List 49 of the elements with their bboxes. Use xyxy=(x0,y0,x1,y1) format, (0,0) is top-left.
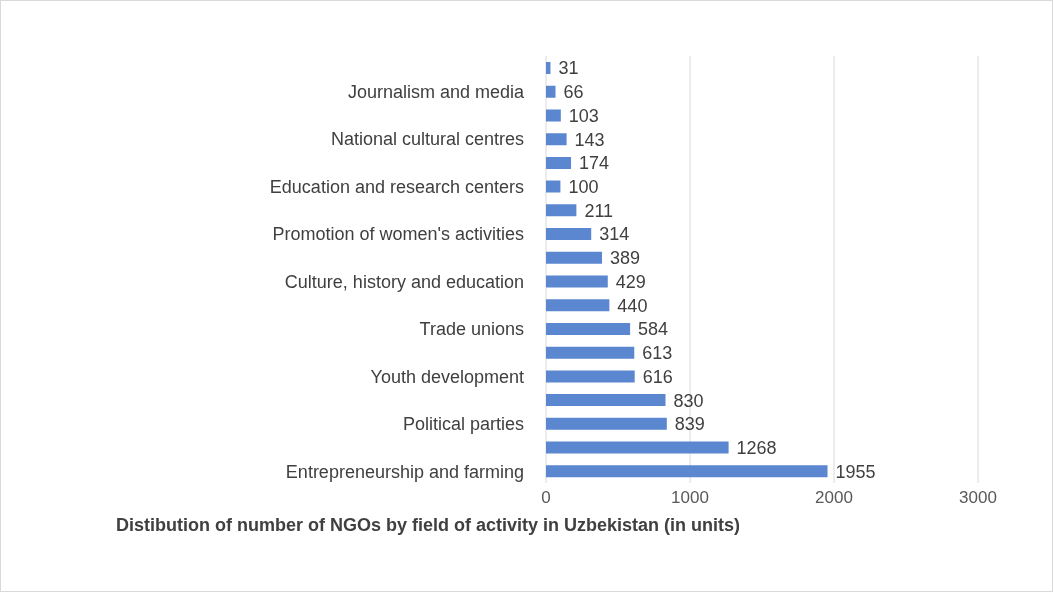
bar xyxy=(546,275,608,288)
bar xyxy=(546,133,567,146)
y-tick-label: Education and research centers xyxy=(269,176,524,197)
x-tick-label: 0 xyxy=(541,488,551,508)
bar xyxy=(546,394,666,407)
data-label: 616 xyxy=(642,366,673,387)
data-label: 584 xyxy=(638,319,669,340)
data-label: 174 xyxy=(579,153,610,174)
y-tick-label: Culture, history and education xyxy=(284,271,524,292)
y-tick-label: Political parties xyxy=(402,414,524,435)
data-label: 31 xyxy=(558,58,579,79)
bar xyxy=(546,228,592,241)
data-label: 66 xyxy=(563,82,584,103)
bar xyxy=(546,370,635,383)
bar xyxy=(546,156,572,169)
bar xyxy=(546,465,828,478)
data-label: 830 xyxy=(673,390,704,411)
x-tick-label: 3000 xyxy=(959,488,997,508)
x-tick-label: 1000 xyxy=(671,488,709,508)
data-label: 100 xyxy=(568,177,599,197)
bar xyxy=(546,109,561,122)
bar xyxy=(546,322,631,335)
data-label: 1955 xyxy=(835,461,876,482)
data-label: 613 xyxy=(642,343,673,364)
data-label: 314 xyxy=(599,224,630,245)
data-label: 389 xyxy=(610,248,641,269)
data-label: 1268 xyxy=(736,437,777,458)
bar xyxy=(546,346,635,359)
data-label: 143 xyxy=(574,129,605,150)
text: Distibution of number of NGOs by field of activity in Uzbekistan (in units) xyxy=(115,515,742,536)
y-tick-label: Youth development xyxy=(370,366,524,387)
y-tick-label: Trade unions xyxy=(419,319,524,340)
data-label: 440 xyxy=(617,295,648,316)
data-label: 429 xyxy=(615,271,646,292)
bar xyxy=(546,299,610,312)
y-tick-label: Promotion of women's activities xyxy=(272,224,524,245)
bar xyxy=(546,180,561,193)
data-label: 839 xyxy=(674,414,705,435)
y-tick-label: Entrepreneurship and farming xyxy=(285,461,524,482)
bar xyxy=(546,417,667,430)
data-label: 103 xyxy=(568,105,599,126)
y-tick-label: National cultural centres xyxy=(330,129,524,150)
data-label: 211 xyxy=(584,200,614,221)
y-tick-label: Journalism and media xyxy=(347,81,525,102)
bar xyxy=(546,251,603,264)
x-tick-label: 2000 xyxy=(815,488,853,508)
bar xyxy=(546,441,729,454)
bar xyxy=(546,204,577,217)
bar xyxy=(546,85,556,98)
